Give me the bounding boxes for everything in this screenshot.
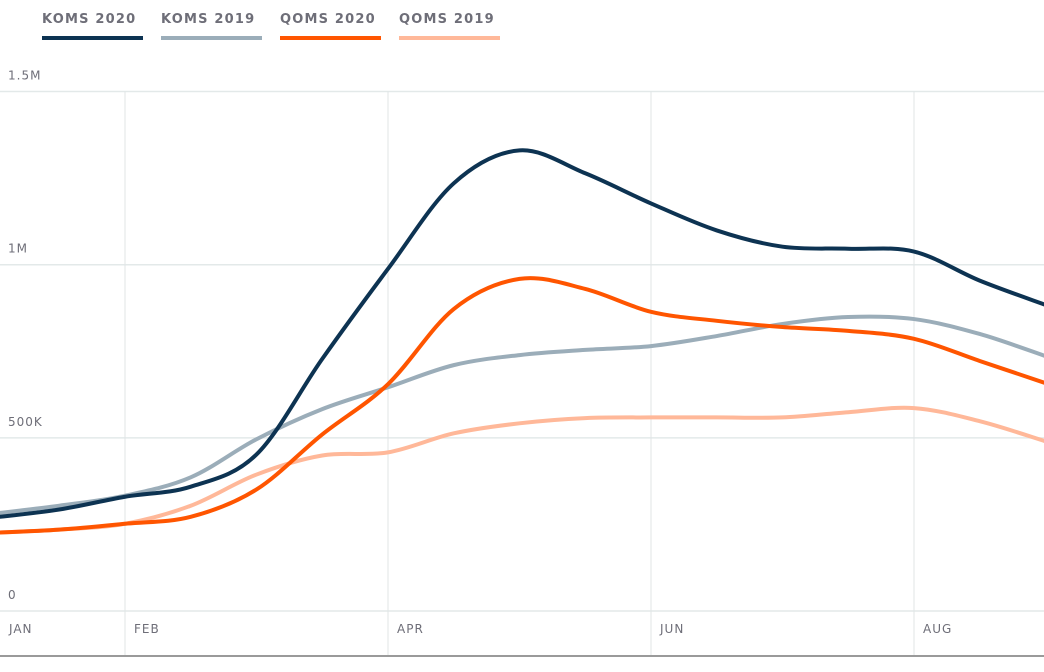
series-line-qoms-2019 bbox=[0, 405, 1044, 535]
legend-label: KOMS 2020 bbox=[42, 12, 136, 27]
series-line-koms-2020 bbox=[0, 148, 1044, 519]
legend: KOMS 2020 KOMS 2019 QOMS 2020 QOMS 2019 bbox=[42, 12, 500, 40]
grid bbox=[0, 90, 1044, 657]
y-tick-label: 1M bbox=[8, 242, 28, 256]
legend-label: QOMS 2019 bbox=[399, 12, 495, 27]
x-tick-label: JAN bbox=[8, 622, 33, 636]
y-tick-label: 0 bbox=[8, 588, 17, 602]
x-tick-label: AUG bbox=[923, 622, 952, 636]
y-tick-label: 1.5M bbox=[8, 69, 41, 83]
y-tick-label: 500K bbox=[8, 415, 43, 429]
x-tick-label: APR bbox=[397, 622, 424, 636]
series-line-qoms-2020 bbox=[0, 276, 1044, 535]
axis-labels: 0 500K 1M 1.5M JAN FEB APR JUN AUG bbox=[8, 69, 952, 636]
series-lines bbox=[0, 148, 1044, 535]
x-tick-label: FEB bbox=[134, 622, 160, 636]
legend-label: QOMS 2020 bbox=[280, 12, 376, 27]
series-line-koms-2019 bbox=[0, 314, 1044, 515]
legend-label: KOMS 2019 bbox=[161, 12, 255, 27]
x-tick-label: JUN bbox=[659, 622, 684, 636]
